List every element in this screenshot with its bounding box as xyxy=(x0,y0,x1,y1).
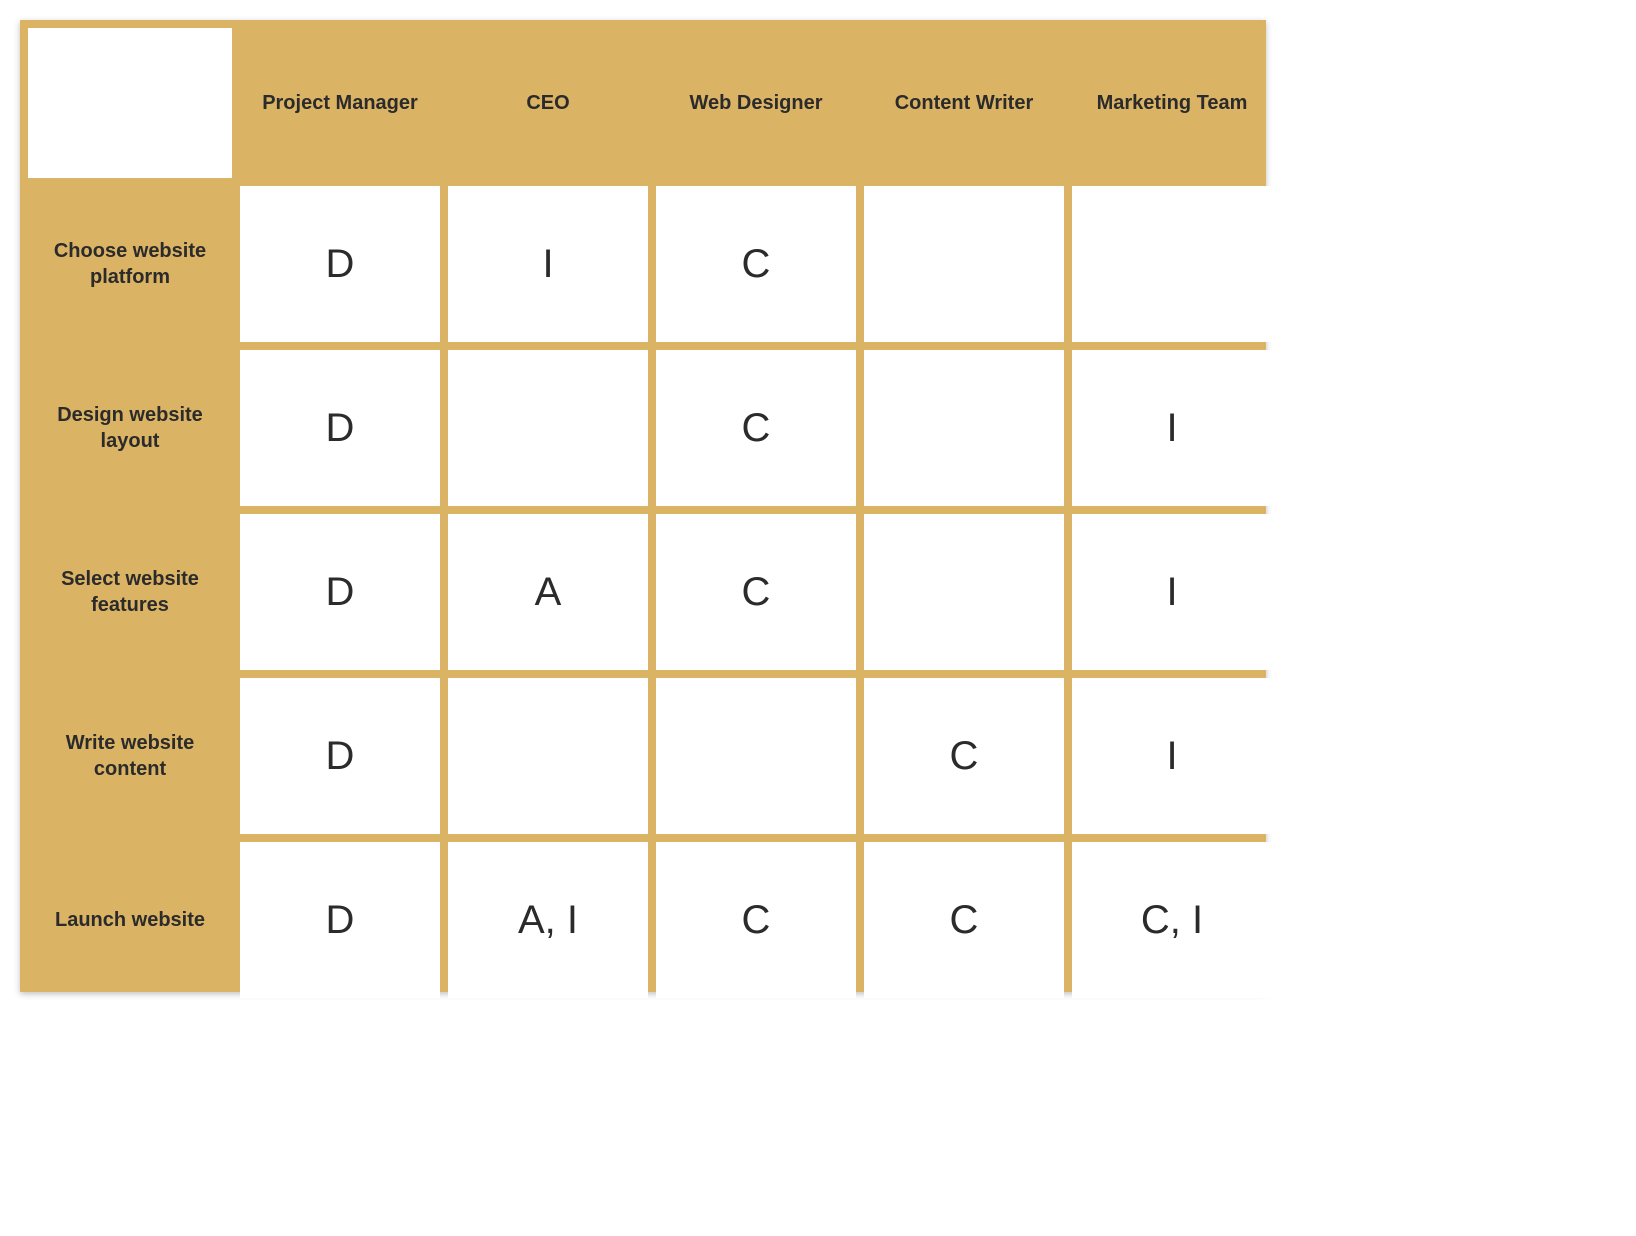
row-header: Write website content xyxy=(28,678,232,834)
value-cell: I xyxy=(1072,678,1272,834)
value-cell: I xyxy=(1072,514,1272,670)
value-cell: C xyxy=(656,514,856,670)
value-cell xyxy=(448,350,648,506)
row-header: Choose website platform xyxy=(28,186,232,342)
value-cell: D xyxy=(240,514,440,670)
value-cell xyxy=(448,678,648,834)
value-cell: C xyxy=(864,842,1064,998)
column-header: Project Manager xyxy=(240,28,440,178)
value-cell: A xyxy=(448,514,648,670)
value-cell xyxy=(1072,186,1272,342)
value-cell: C xyxy=(864,678,1064,834)
value-cell: C xyxy=(656,350,856,506)
row-header: Select website features xyxy=(28,514,232,670)
value-cell: I xyxy=(1072,350,1272,506)
value-cell: I xyxy=(448,186,648,342)
value-cell xyxy=(864,350,1064,506)
value-cell: C xyxy=(656,186,856,342)
raci-matrix: Project ManagerCEOWeb DesignerContent Wr… xyxy=(20,20,1266,992)
value-cell: C xyxy=(656,842,856,998)
row-header: Design website layout xyxy=(28,350,232,506)
column-header: Marketing Team xyxy=(1072,28,1272,178)
value-cell xyxy=(656,678,856,834)
value-cell: C, I xyxy=(1072,842,1272,998)
value-cell: D xyxy=(240,842,440,998)
value-cell xyxy=(864,186,1064,342)
corner-cell xyxy=(28,28,232,178)
value-cell: D xyxy=(240,678,440,834)
row-header: Launch website xyxy=(28,842,232,998)
value-cell: A, I xyxy=(448,842,648,998)
column-header: CEO xyxy=(448,28,648,178)
column-header: Web Designer xyxy=(656,28,856,178)
column-header: Content Writer xyxy=(864,28,1064,178)
value-cell xyxy=(864,514,1064,670)
value-cell: D xyxy=(240,186,440,342)
value-cell: D xyxy=(240,350,440,506)
